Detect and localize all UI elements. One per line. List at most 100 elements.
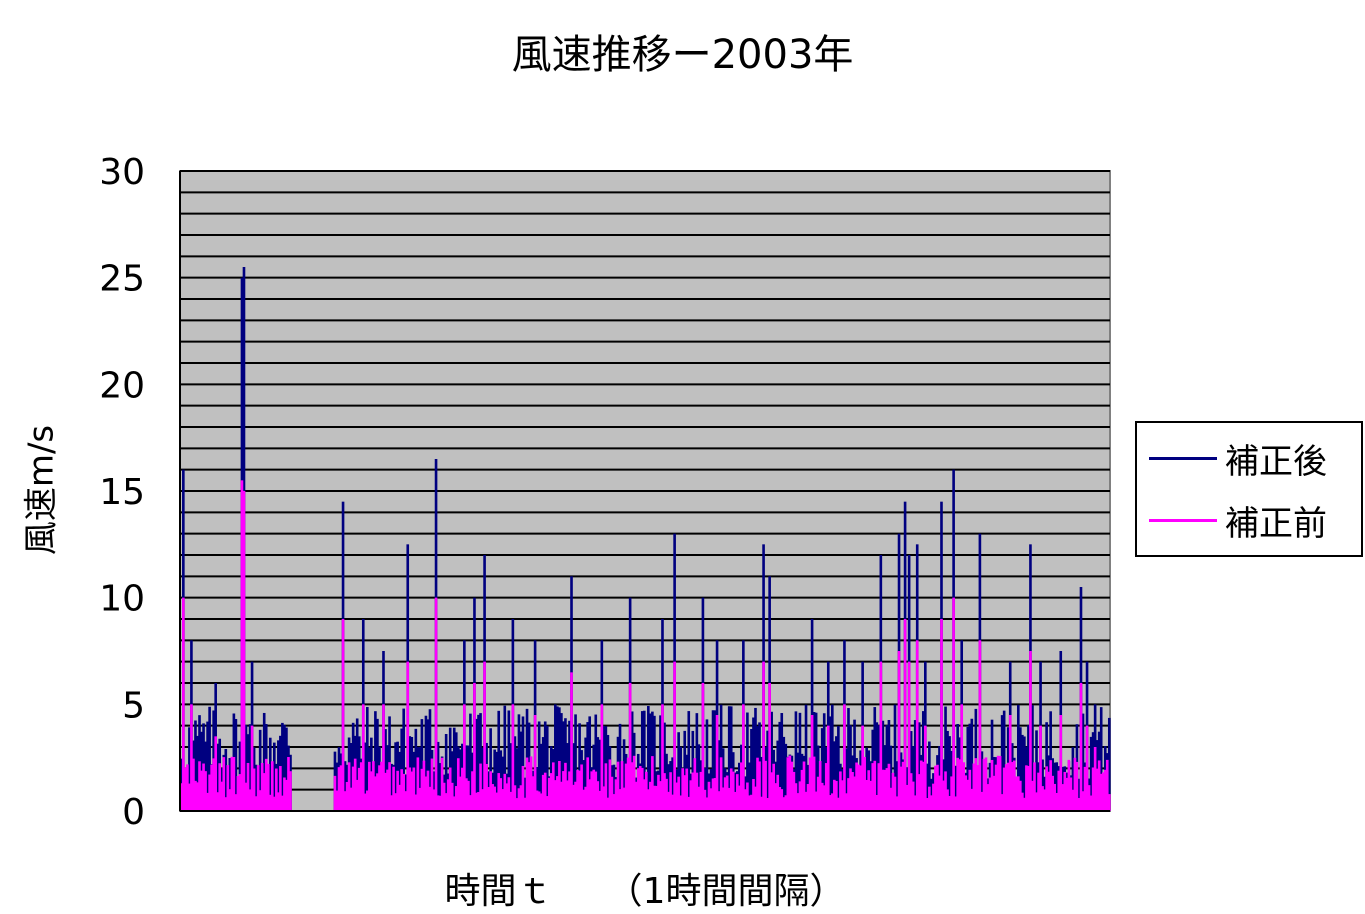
bar: [905, 784, 909, 811]
bar: [693, 758, 697, 811]
bar: [1006, 762, 1010, 811]
bar: [642, 710, 646, 811]
bar: [444, 734, 448, 811]
bar: [418, 746, 422, 811]
bar: [254, 764, 258, 811]
bar: [463, 704, 466, 811]
bar: [384, 772, 387, 811]
bar: [537, 721, 541, 811]
bar: [485, 763, 488, 811]
bar: [584, 737, 587, 811]
bar: [420, 719, 424, 811]
bar: [450, 782, 454, 811]
bar: [901, 761, 905, 811]
bar: [428, 786, 432, 811]
bar: [208, 774, 211, 811]
bar: [438, 763, 442, 811]
bar: [911, 746, 915, 811]
bar: [1017, 776, 1020, 811]
bar: [713, 777, 717, 811]
bar: [519, 731, 523, 811]
bar: [1039, 725, 1042, 811]
bar: [762, 661, 765, 811]
bar: [663, 722, 666, 811]
bar: [657, 774, 660, 811]
bar: [400, 769, 403, 811]
bar: [224, 797, 228, 811]
bar: [1073, 757, 1077, 811]
bar: [992, 775, 996, 811]
bar: [339, 765, 343, 811]
bar: [438, 795, 442, 811]
bar: [895, 761, 899, 811]
bar: [655, 785, 658, 811]
bar: [610, 776, 614, 811]
legend-item-before: 補正前: [1149, 495, 1327, 545]
bar: [881, 769, 885, 811]
bar: [845, 793, 848, 811]
bar: [1017, 704, 1020, 811]
bar: [873, 760, 877, 811]
bar: [279, 766, 282, 811]
gridlines: [180, 170, 1110, 791]
bar: [857, 764, 860, 811]
bar: [576, 770, 579, 811]
bar: [442, 782, 446, 811]
bar: [638, 766, 642, 811]
bar: [454, 786, 458, 811]
bar: [558, 760, 561, 811]
bar: [926, 763, 929, 811]
bar: [224, 748, 228, 811]
bar: [782, 797, 786, 811]
bar: [507, 710, 511, 811]
bar: [382, 704, 385, 811]
bar: [469, 713, 472, 811]
bar: [970, 788, 974, 811]
bar: [709, 788, 713, 811]
bar: [1089, 736, 1093, 811]
bar: [940, 619, 943, 811]
bar: [928, 741, 931, 811]
bar: [891, 772, 895, 811]
bar: [515, 748, 519, 811]
bar: [703, 768, 707, 811]
bar: [608, 759, 612, 811]
bar: [1023, 736, 1026, 811]
bar: [333, 775, 337, 811]
bar: [835, 736, 838, 811]
bar: [972, 763, 976, 811]
bar: [258, 790, 262, 811]
bar: [402, 773, 406, 811]
bar: [986, 784, 990, 811]
bar: [206, 721, 209, 811]
bar: [531, 776, 535, 811]
bar: [1067, 759, 1071, 811]
bar: [976, 764, 980, 811]
bar: [875, 722, 879, 811]
bar: [974, 758, 978, 811]
bar: [568, 771, 571, 811]
bar: [196, 782, 199, 811]
bar: [218, 763, 222, 811]
bar: [1059, 715, 1063, 811]
bar: [634, 781, 638, 811]
bar: [913, 720, 917, 811]
bar: [394, 793, 397, 811]
bar: [754, 707, 757, 811]
bar: [228, 789, 232, 811]
bar: [489, 728, 492, 811]
bar: [956, 757, 959, 811]
bar: [1041, 786, 1044, 811]
bar: [1071, 789, 1075, 811]
bar: [355, 718, 359, 811]
bar: [926, 798, 929, 811]
bar: [1021, 734, 1024, 811]
bar: [1012, 760, 1016, 811]
bar: [942, 780, 945, 811]
bar: [580, 764, 583, 811]
bar: [196, 735, 199, 811]
bar: [893, 776, 897, 811]
bar: [266, 763, 270, 811]
bar: [273, 742, 276, 811]
bar: [1069, 777, 1073, 811]
